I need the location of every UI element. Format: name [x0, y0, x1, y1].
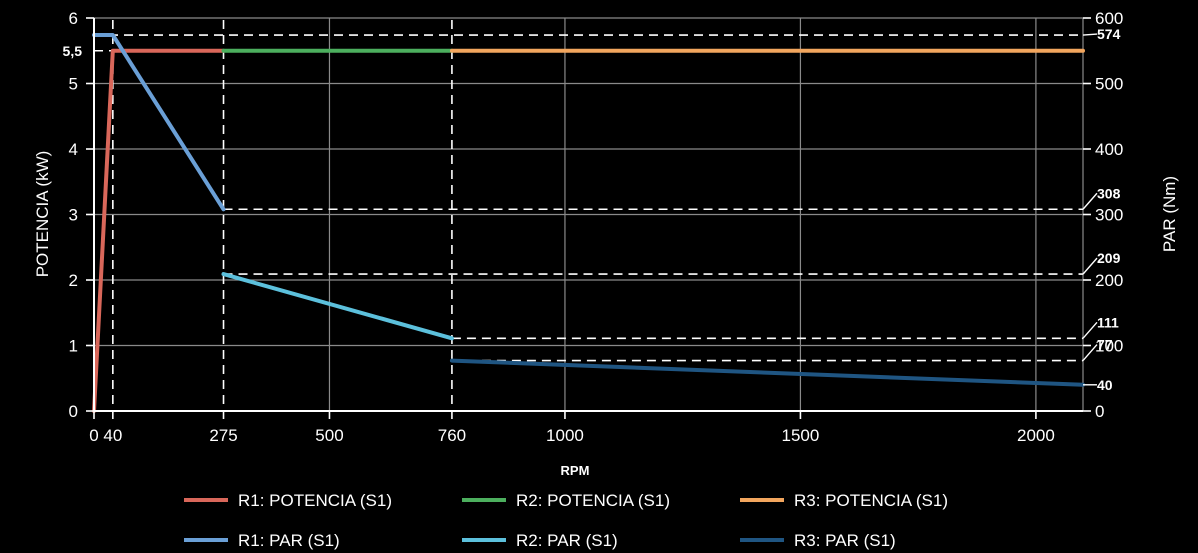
x-tick-label: 275 — [209, 426, 237, 445]
y-right-tick-label: 500 — [1095, 75, 1123, 94]
reference-lines — [94, 20, 1083, 411]
axes — [86, 17, 1098, 419]
y-right-tick-label: 300 — [1095, 206, 1123, 225]
x-tick-label: 1000 — [546, 426, 584, 445]
y-left-tick-label: 1 — [69, 337, 78, 356]
y-left-tick-label: 3 — [69, 206, 78, 225]
y-right-tick-label: 200 — [1095, 271, 1123, 290]
y-right-marked-label: 77 — [1097, 337, 1113, 353]
y-left-tick-label: 4 — [69, 140, 78, 159]
y-right-marked-leader — [1082, 192, 1098, 210]
legend-label: R3: PAR (S1) — [794, 531, 896, 550]
y-left-tick-label: 5 — [69, 75, 78, 94]
y-left-tick-label: 0 — [69, 402, 78, 421]
y-right-tick-label: 0 — [1095, 402, 1104, 421]
series-line-1 — [92, 48, 226, 413]
legend-label: R3: POTENCIA (S1) — [794, 491, 948, 510]
y-left-marked-label: 5,5 — [63, 43, 83, 59]
y-right-marked-label: 111 — [1097, 314, 1119, 330]
series-line-4 — [92, 33, 226, 212]
y-right-marked-leader — [1082, 33, 1098, 36]
x-axis-title: RPM — [561, 463, 590, 478]
y-right-marked-label: 308 — [1097, 185, 1121, 201]
series-line-5 — [221, 272, 454, 341]
y-right-marked-label: 209 — [1097, 250, 1121, 266]
y-right-marked-leader — [1082, 344, 1098, 362]
legend-label: R2: POTENCIA (S1) — [516, 491, 670, 510]
tick-labels: 0 40 275 500 760 1000 1500 2000 0 1 2 3 4 5 6 5,5 0 100 20… — [63, 9, 1124, 445]
x-tick-label: 40 — [103, 426, 122, 445]
legend: R1: POTENCIA (S1) R2: POTENCIA (S1) R3: PO… — [184, 491, 948, 550]
y-left-tick-label: 6 — [69, 9, 78, 28]
x-tick-label: 760 — [438, 426, 466, 445]
grid — [94, 17, 1084, 411]
legend-label: R2: PAR (S1) — [516, 531, 618, 550]
y-left-axis-title: POTENCIA (kW) — [33, 151, 52, 278]
x-tick-label: 1500 — [782, 426, 820, 445]
y-right-tick-label: 100 — [1095, 337, 1123, 356]
y-right-marked-label: 574 — [1097, 26, 1121, 42]
y-right-axis-title: PAR (Nm) — [1160, 176, 1179, 252]
y-right-marked-leader — [1082, 257, 1098, 275]
series-lines — [92, 33, 1085, 413]
x-tick-label: 500 — [315, 426, 343, 445]
x-tick-label: 2000 — [1017, 426, 1055, 445]
legend-label: R1: PAR (S1) — [238, 531, 340, 550]
y-left-tick-label: 2 — [69, 271, 78, 290]
x-tick-label: 0 — [89, 426, 98, 445]
y-right-tick-label: 600 — [1095, 9, 1123, 28]
y-right-tick-label: 400 — [1095, 140, 1123, 159]
series-line-6 — [449, 358, 1085, 387]
y-right-marked-label: 40 — [1097, 377, 1113, 393]
y-right-marked-leader — [1082, 321, 1098, 339]
legend-label: R1: POTENCIA (S1) — [238, 491, 392, 510]
